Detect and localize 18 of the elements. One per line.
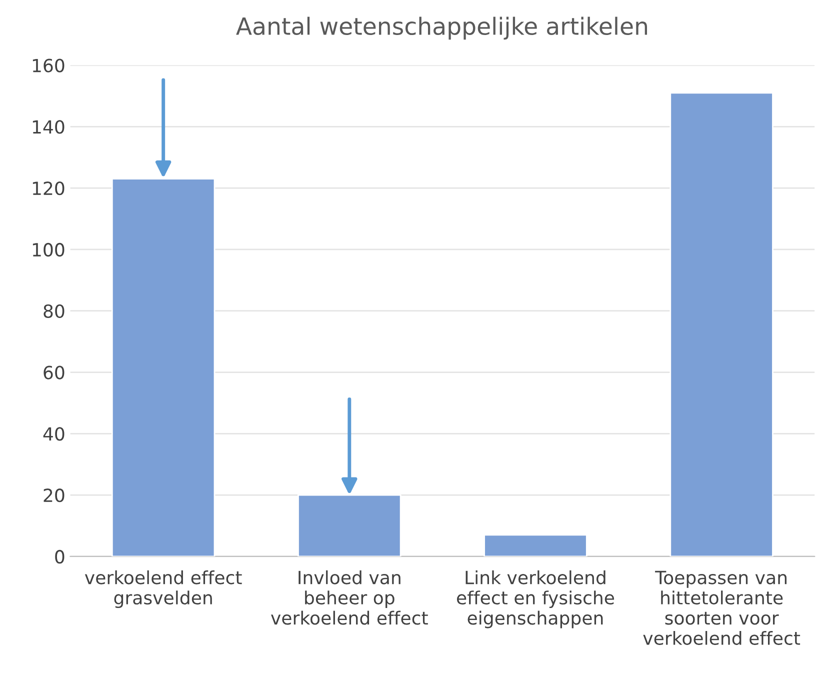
y-tick-label: 40	[43, 427, 64, 441]
bar	[670, 92, 774, 556]
x-tick-label: Link verkoelend effect en fysische eigenschappen	[456, 570, 614, 628]
bar	[298, 494, 402, 556]
chart-title: Aantal wetenschappelijke artikelen	[236, 16, 647, 40]
bar	[484, 534, 588, 556]
x-tick-label: verkoelend effect grasvelden	[84, 570, 242, 608]
y-tick-label: 20	[44, 488, 64, 502]
y-tick-label: 160	[32, 58, 64, 72]
y-tick-label: 140	[32, 120, 64, 134]
y-tick-label: 80	[44, 304, 64, 318]
y-tick-label: 120	[32, 182, 64, 196]
y-tick-label: 0	[55, 550, 64, 564]
y-tick-label: 60	[44, 366, 64, 380]
x-tick-label: Invloed van beheer op verkoelend effect	[271, 570, 428, 625]
bar	[111, 178, 216, 556]
y-tick-label: 100	[32, 242, 64, 257]
x-tick-label: Toepassen van hittetolerante soorten voor verkoelend effect	[643, 570, 800, 645]
